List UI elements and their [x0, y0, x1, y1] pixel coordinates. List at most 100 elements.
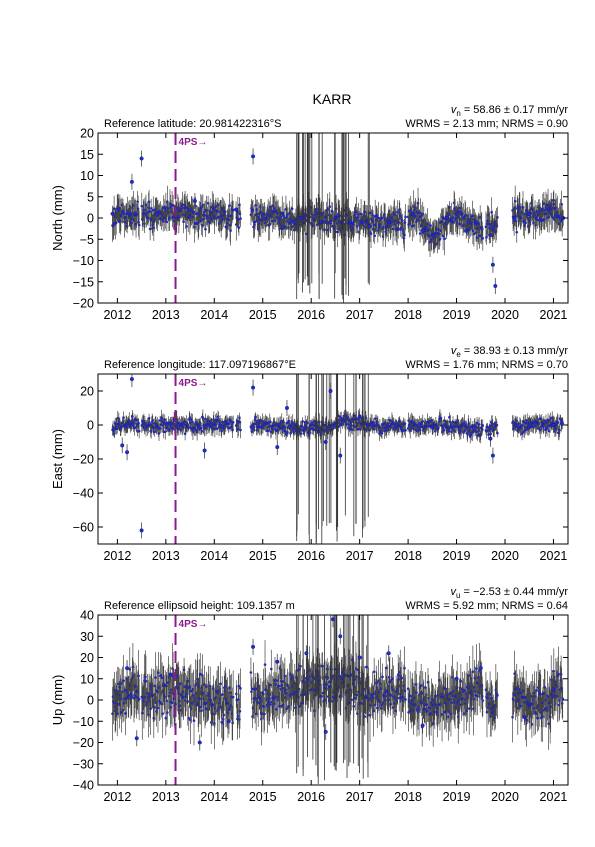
x-tick-label: 2013 [152, 308, 180, 322]
data-point [239, 217, 241, 219]
x-tick-label: 2012 [103, 549, 131, 563]
data-point [385, 667, 387, 669]
data-point [334, 216, 338, 220]
x-tick-label: 2019 [443, 308, 471, 322]
stats-label: WRMS = 2.13 mm; NRMS = 0.90 [405, 118, 568, 130]
y-tick-label: −15 [73, 275, 94, 289]
y-tick-label: 20 [80, 385, 94, 399]
data-point [348, 220, 352, 224]
data-point [306, 422, 308, 424]
x-tick-label: 2018 [394, 308, 422, 322]
data-point [238, 226, 240, 228]
figure-title: KARR [313, 91, 352, 107]
plot-area [111, 611, 564, 784]
data-point [356, 694, 358, 696]
x-tick-label: 2019 [443, 549, 471, 563]
data-point [464, 229, 468, 233]
x-tick-label: 2014 [200, 308, 228, 322]
data-point [351, 429, 353, 431]
y-axis-label: North (mm) [50, 185, 65, 251]
data-point [329, 206, 331, 208]
x-tick-label: 2012 [103, 308, 131, 322]
data-point [324, 440, 328, 444]
data-point [140, 157, 144, 161]
data-point [358, 415, 362, 419]
point-cloud [111, 186, 564, 258]
data-point [270, 668, 272, 670]
stats-label: WRMS = 1.76 mm; NRMS = 0.70 [405, 359, 568, 371]
data-point [269, 703, 271, 705]
data-point [482, 237, 484, 239]
data-point [162, 220, 164, 222]
data-point [251, 431, 253, 433]
data-point [239, 429, 241, 431]
data-point [299, 665, 301, 667]
data-point [193, 199, 197, 203]
event-label: 4PS→ [179, 378, 208, 389]
data-point [300, 216, 304, 220]
data-point [524, 222, 526, 224]
data-point [120, 444, 124, 448]
data-point [221, 693, 223, 695]
data-point [187, 700, 189, 702]
data-point [455, 212, 459, 216]
y-tick-label: 15 [80, 148, 94, 162]
data-point [204, 228, 206, 230]
data-point [527, 212, 531, 216]
data-point [138, 224, 140, 226]
data-point [275, 445, 279, 449]
data-point [514, 200, 516, 202]
y-tick-label: 5 [87, 190, 94, 204]
data-point [387, 220, 391, 224]
velocity-label: ve = 38.93 ± 0.13 mm/yr [451, 345, 569, 359]
data-point [431, 425, 435, 429]
velocity-label: vn = 58.86 ± 0.17 mm/yr [451, 104, 569, 118]
data-point [329, 389, 333, 393]
data-point [489, 437, 493, 441]
x-tick-label: 2016 [297, 308, 325, 322]
data-point [125, 450, 129, 454]
data-point [396, 211, 398, 213]
data-point [368, 225, 372, 229]
data-point [351, 699, 353, 701]
y-tick-label: 0 [87, 212, 94, 226]
data-point [224, 211, 226, 213]
data-point [166, 221, 168, 223]
data-point [220, 430, 222, 432]
data-point [364, 715, 366, 717]
data-point [552, 423, 556, 427]
data-point [238, 685, 240, 687]
data-point [460, 680, 462, 682]
data-point [239, 687, 241, 689]
y-tick-label: −40 [73, 487, 94, 501]
data-point [535, 689, 537, 691]
data-point [130, 377, 134, 381]
data-point [250, 671, 252, 673]
plot-area [111, 133, 565, 303]
data-point [130, 180, 134, 184]
y-tick-label: −20 [73, 453, 94, 467]
x-tick-label: 2017 [346, 308, 374, 322]
data-point [445, 216, 449, 220]
data-point [145, 680, 147, 682]
data-point [491, 263, 495, 267]
data-point [370, 232, 372, 234]
data-point [401, 677, 403, 679]
data-point [149, 228, 151, 230]
y-tick-label: 20 [80, 127, 94, 141]
data-point [422, 420, 424, 422]
data-point [201, 430, 203, 432]
y-axis-label: East (mm) [50, 429, 65, 489]
data-point [171, 702, 173, 704]
data-point [280, 212, 284, 216]
data-point [365, 666, 367, 668]
data-point [468, 707, 470, 709]
x-tick-label: 2015 [249, 308, 277, 322]
data-point [403, 667, 405, 669]
data-point [285, 406, 289, 410]
data-point [284, 675, 286, 677]
data-point [223, 714, 225, 716]
x-tick-label: 2017 [346, 549, 374, 563]
